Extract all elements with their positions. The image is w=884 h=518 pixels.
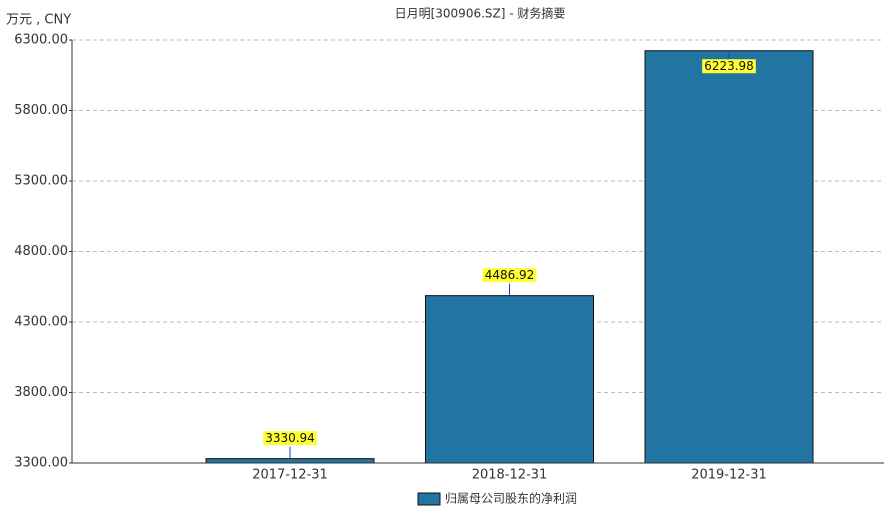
y-tick-label: 4300.00 [14,315,68,330]
y-tick-label: 6300.00 [14,33,68,48]
y-tick-label: 3300.00 [14,456,68,471]
data-label: 4486.92 [485,268,535,282]
bar [205,458,375,464]
x-tick-label: 2019-12-31 [691,468,767,483]
legend-swatch [417,492,441,506]
x-tick-label: 2017-12-31 [252,468,328,483]
label-background [482,268,537,283]
y-tick-label: 3800.00 [14,385,68,400]
legend-label: 归属母公司股东的净利润 [445,491,577,506]
bar [425,295,594,464]
y-tick-label: 4800.00 [14,244,68,259]
y-tick-label: 5800.00 [14,103,68,118]
data-label: 6223.98 [704,59,754,73]
label-background [263,431,317,446]
y-tick-label: 5300.00 [14,174,68,189]
data-label: 3330.94 [265,431,315,445]
x-tick-label: 2018-12-31 [472,468,548,483]
chart-title: 日月明[300906.SZ] - 财务摘要 [395,6,566,21]
bar [644,50,814,464]
label-background [702,59,756,74]
y-axis-label: 万元 , CNY [6,13,71,28]
